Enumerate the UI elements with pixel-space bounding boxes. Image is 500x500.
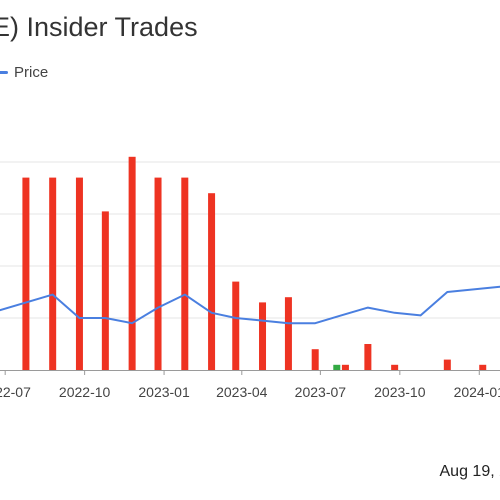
sell-bar-1 — [49, 177, 57, 370]
sell-bar-5 — [154, 177, 162, 370]
sell-bar-16 — [479, 364, 487, 370]
price-line-layer — [0, 285, 500, 325]
date-stamp: Aug 19, 2 — [439, 463, 500, 480]
sell-bar-2 — [75, 177, 83, 370]
legend: Price — [0, 64, 48, 81]
sell-bar-4 — [128, 156, 136, 370]
x-tick-label-0: 2022-07 — [0, 384, 31, 400]
x-tick-label-1: 2022-10 — [59, 384, 111, 400]
sell-bar-6 — [181, 177, 189, 370]
x-tick-label-2: 2023-01 — [138, 384, 190, 400]
x-tick-label-6: 2024-01 — [454, 384, 500, 400]
sell-bar-11 — [311, 349, 319, 370]
price-legend-swatch — [0, 71, 8, 74]
grid-lines — [0, 161, 500, 319]
sell-bar-14 — [391, 364, 399, 370]
sell-bar-15 — [443, 359, 451, 370]
sell-bar-12 — [341, 364, 349, 370]
x-tick-label-4: 2023-07 — [295, 384, 347, 400]
price-legend-label: Price — [14, 64, 49, 81]
sell-bar-10 — [284, 297, 292, 370]
sell-bar-9 — [259, 302, 267, 370]
sell-bar-3 — [101, 211, 109, 370]
price-line — [0, 285, 500, 325]
sell-bar-0 — [22, 177, 30, 370]
chart-title: E) Insider Trades — [0, 12, 198, 42]
x-tick-label-5: 2023-10 — [374, 384, 426, 400]
x-axis: 2022-07 2022-10 2023-01 2023-04 2023-07 2023-… — [0, 370, 500, 400]
trade-bars — [22, 156, 487, 370]
sell-bar-8 — [232, 281, 240, 370]
buy-bar-0 — [333, 364, 341, 370]
sell-bar-7 — [208, 193, 216, 370]
x-tick-label-3: 2023-04 — [216, 384, 268, 400]
sell-bar-13 — [364, 344, 372, 370]
